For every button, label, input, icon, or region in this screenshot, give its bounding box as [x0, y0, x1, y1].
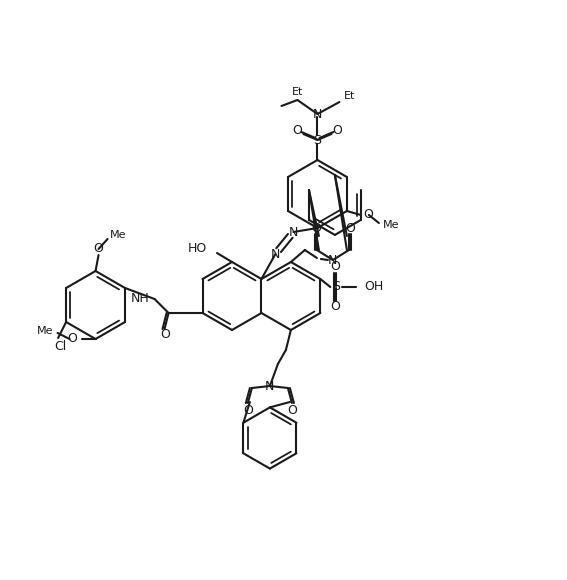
Text: O: O [287, 404, 297, 416]
Text: Cl: Cl [54, 339, 66, 353]
Text: S: S [314, 133, 321, 147]
Text: O: O [331, 260, 340, 274]
Text: HO: HO [188, 241, 207, 255]
Text: O: O [243, 404, 253, 416]
Text: O: O [363, 208, 373, 222]
Text: N: N [313, 107, 322, 121]
Text: Me: Me [109, 230, 126, 240]
Text: NH: NH [131, 292, 150, 306]
Text: S: S [332, 281, 340, 293]
Text: O: O [94, 242, 104, 256]
Text: O: O [293, 125, 302, 137]
Text: Me: Me [37, 326, 53, 336]
Text: O: O [345, 222, 355, 234]
Text: O: O [160, 328, 171, 342]
Text: O: O [67, 332, 78, 346]
Text: O: O [331, 300, 340, 314]
Text: Et: Et [292, 87, 303, 97]
Text: Me: Me [383, 220, 399, 230]
Text: N: N [328, 253, 337, 266]
Text: O: O [311, 222, 321, 234]
Text: OH: OH [365, 281, 384, 293]
Text: O: O [332, 125, 342, 137]
Text: N: N [289, 226, 298, 238]
Text: N: N [265, 379, 274, 393]
Text: Et: Et [344, 91, 355, 101]
Text: N: N [271, 248, 280, 260]
